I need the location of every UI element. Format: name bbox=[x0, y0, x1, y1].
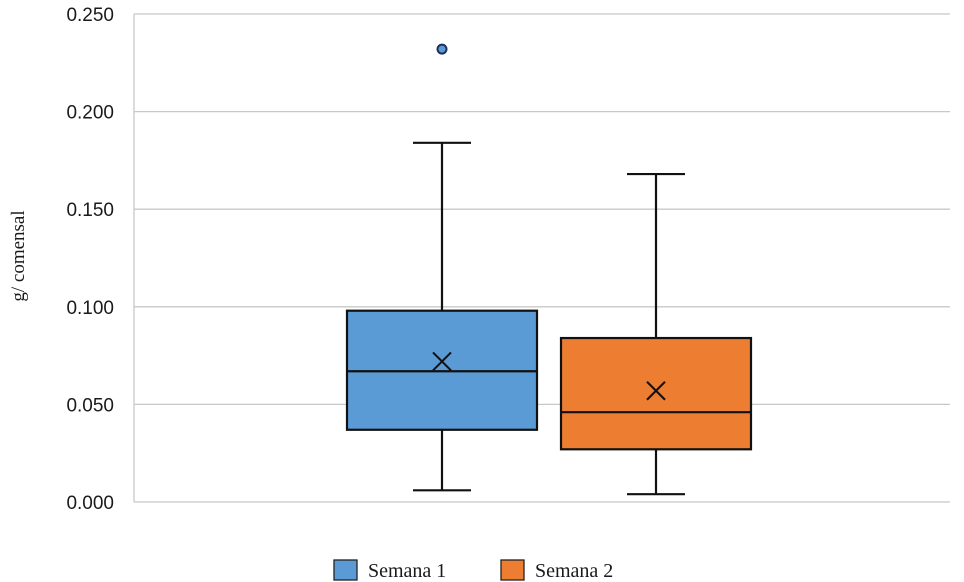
iqr-box bbox=[559, 336, 753, 451]
y-axis: 0.000 0.050 0.100 0.150 0.200 0.250 bbox=[66, 5, 114, 514]
mean-marker-stroke-b bbox=[432, 351, 452, 372]
legend: Semana 1 Semana 2 bbox=[333, 559, 613, 582]
y-tick-label: 0.250 bbox=[66, 5, 114, 26]
box-semana-1 bbox=[345, 43, 539, 492]
legend-item-semana-2: Semana 2 bbox=[500, 559, 613, 582]
y-tick-label: 0.050 bbox=[66, 395, 114, 416]
y-tick-label: 0.200 bbox=[66, 103, 114, 124]
y-axis-title: g/ comensal bbox=[8, 210, 29, 301]
mean-marker-stroke-b bbox=[646, 381, 666, 401]
outlier-point bbox=[436, 43, 448, 55]
box-semana-2 bbox=[559, 172, 753, 496]
legend-label: Semana 1 bbox=[368, 560, 446, 582]
y-tick-label: 0.100 bbox=[66, 298, 114, 319]
legend-item-semana-1: Semana 1 bbox=[333, 559, 446, 582]
legend-swatch bbox=[333, 559, 358, 581]
legend-swatch bbox=[500, 559, 525, 581]
y-tick-label: 0.000 bbox=[66, 493, 114, 514]
y-tick-label: 0.150 bbox=[66, 200, 114, 221]
legend-label: Semana 2 bbox=[535, 560, 613, 582]
box-series-group bbox=[345, 43, 753, 496]
gridlines bbox=[134, 13, 950, 503]
